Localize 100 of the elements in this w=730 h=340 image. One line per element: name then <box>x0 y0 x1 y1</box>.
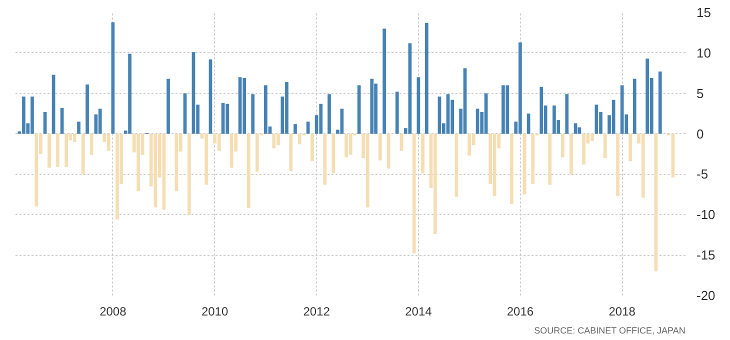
bar <box>204 134 208 185</box>
y-tick-label: -10 <box>696 207 716 222</box>
bar <box>612 100 616 134</box>
bar <box>658 72 662 134</box>
bar <box>603 134 607 158</box>
x-tick-label: 2018 <box>608 304 636 318</box>
bar <box>540 86 544 134</box>
bar <box>463 68 467 134</box>
bar <box>454 134 458 197</box>
y-tick-label: 15 <box>696 5 711 20</box>
bar <box>421 134 424 174</box>
bar <box>400 134 404 151</box>
bar <box>344 134 348 158</box>
bar <box>217 134 221 151</box>
bar <box>590 134 594 142</box>
bar <box>251 94 255 134</box>
bar <box>620 85 624 134</box>
bar <box>476 108 480 134</box>
bar <box>641 134 645 198</box>
bar <box>72 134 76 142</box>
bar <box>154 134 158 208</box>
bar <box>522 134 526 194</box>
bar <box>565 94 569 134</box>
bar <box>386 134 390 169</box>
bar <box>294 124 297 134</box>
bar <box>256 134 259 172</box>
bar <box>272 134 276 148</box>
x-tick-label: 2010 <box>201 304 228 318</box>
bar <box>628 134 632 162</box>
bar <box>111 22 115 134</box>
bar <box>34 134 38 207</box>
source-note: SOURCE: CABINET OFFICE, JAPAN <box>534 326 686 336</box>
x-tick-label: 2016 <box>506 304 534 318</box>
bar <box>264 85 268 134</box>
bar <box>425 23 428 134</box>
bar <box>570 134 573 174</box>
bar <box>548 134 552 185</box>
bar <box>64 134 68 167</box>
x-tick-label: 2008 <box>100 304 127 318</box>
bar <box>416 77 420 134</box>
bar <box>238 77 242 134</box>
bar <box>221 103 225 134</box>
y-tick-label: -15 <box>696 248 716 263</box>
bar <box>77 122 80 134</box>
y-tick-label: 10 <box>696 45 711 60</box>
bar <box>106 134 110 151</box>
bar <box>56 134 60 167</box>
bar <box>531 134 535 184</box>
bar <box>408 43 412 134</box>
bar <box>357 85 361 134</box>
bar <box>310 134 314 162</box>
bar <box>510 134 514 204</box>
bar <box>412 134 416 254</box>
bar <box>526 114 530 134</box>
bar <box>81 134 85 174</box>
bar <box>60 108 64 134</box>
bar <box>289 134 293 171</box>
bar <box>86 84 89 134</box>
bar <box>594 104 598 134</box>
y-tick-label: -20 <box>696 288 716 303</box>
bar <box>242 78 246 134</box>
bar <box>98 108 102 134</box>
bar <box>632 78 636 134</box>
bar <box>582 134 586 165</box>
bar <box>116 134 119 220</box>
bar <box>552 105 556 134</box>
x-tick-label: 2014 <box>405 304 432 318</box>
bar <box>128 54 132 134</box>
bar <box>52 74 56 134</box>
bar <box>48 134 51 168</box>
bar <box>616 134 620 196</box>
bar <box>208 59 212 134</box>
bar <box>328 94 331 134</box>
bar <box>340 108 344 134</box>
bar <box>247 134 250 208</box>
bar <box>578 127 582 134</box>
bar <box>506 85 510 134</box>
bar <box>366 134 370 208</box>
bar <box>166 78 170 134</box>
bar <box>382 28 386 134</box>
bar <box>226 104 230 134</box>
bar <box>187 134 191 215</box>
y-tick-label: 5 <box>696 86 704 101</box>
bar <box>192 52 196 134</box>
bar <box>90 134 94 155</box>
bar <box>348 134 352 155</box>
bar <box>484 93 488 134</box>
bar <box>561 134 564 158</box>
bar <box>502 85 505 134</box>
bar <box>162 134 166 210</box>
bar <box>183 93 187 134</box>
bar <box>395 92 399 134</box>
bar <box>434 134 437 234</box>
y-tick-label: 0 <box>696 126 704 142</box>
y-tick-label: -5 <box>696 166 708 182</box>
bar <box>370 78 374 134</box>
bar <box>43 112 47 134</box>
bar <box>446 94 450 134</box>
bar <box>438 96 442 134</box>
bar <box>319 104 323 134</box>
